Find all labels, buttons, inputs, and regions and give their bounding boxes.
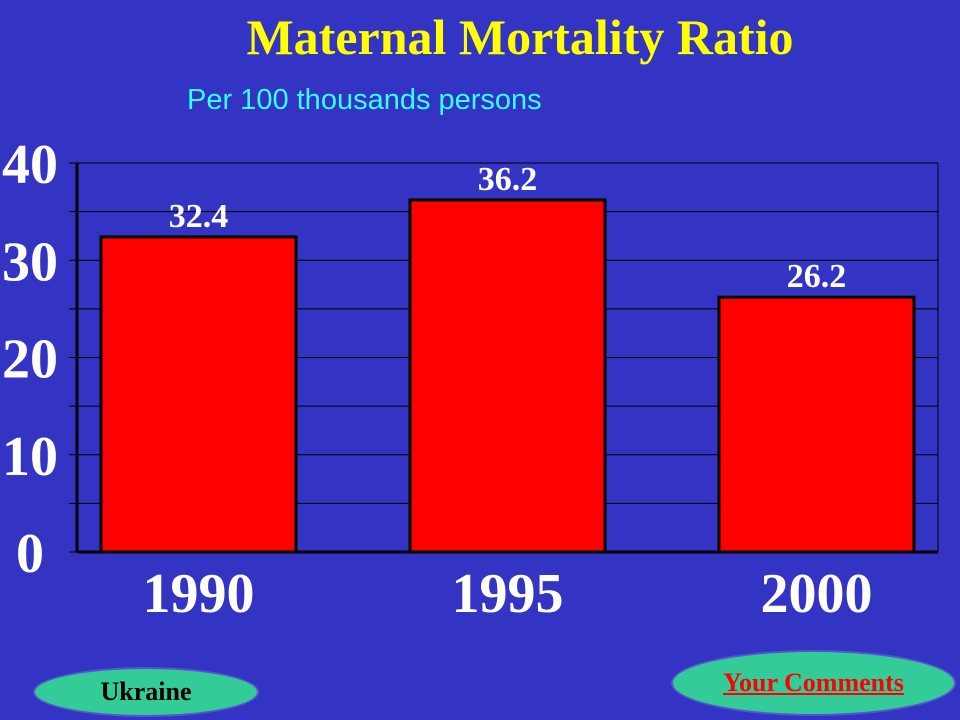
your-comments-button[interactable]: Your Comments [671,650,956,716]
y-tick-labels: 0 10 20 30 40 [2,134,58,585]
chart-subtitle: Per 100 thousands persons [187,84,542,116]
country-badge: Ukraine [33,667,259,717]
y-tick-label: 40 [2,134,58,196]
bar-1990 [99,235,298,554]
y-tick-label: 20 [2,329,58,391]
bars [99,198,916,554]
y-tick-label: 10 [2,426,58,488]
value-label-1990: 32.4 [169,198,229,235]
bar-2000 [717,295,916,554]
y-tick-label: 0 [16,523,44,585]
bar-1995 [408,198,607,554]
x-tick-labels: 1990 1995 2000 [143,563,873,625]
x-tick-label-1995: 1995 [452,563,564,625]
chart-title: Maternal Mortality Ratio [246,9,794,65]
value-label-2000: 26.2 [787,258,847,295]
y-tick-label: 30 [2,231,58,293]
value-labels: 32.4 36.2 26.2 [169,161,847,295]
x-tick-label-1990: 1990 [143,563,255,625]
x-tick-label-2000: 2000 [761,563,873,625]
value-label-1995: 36.2 [478,161,538,198]
